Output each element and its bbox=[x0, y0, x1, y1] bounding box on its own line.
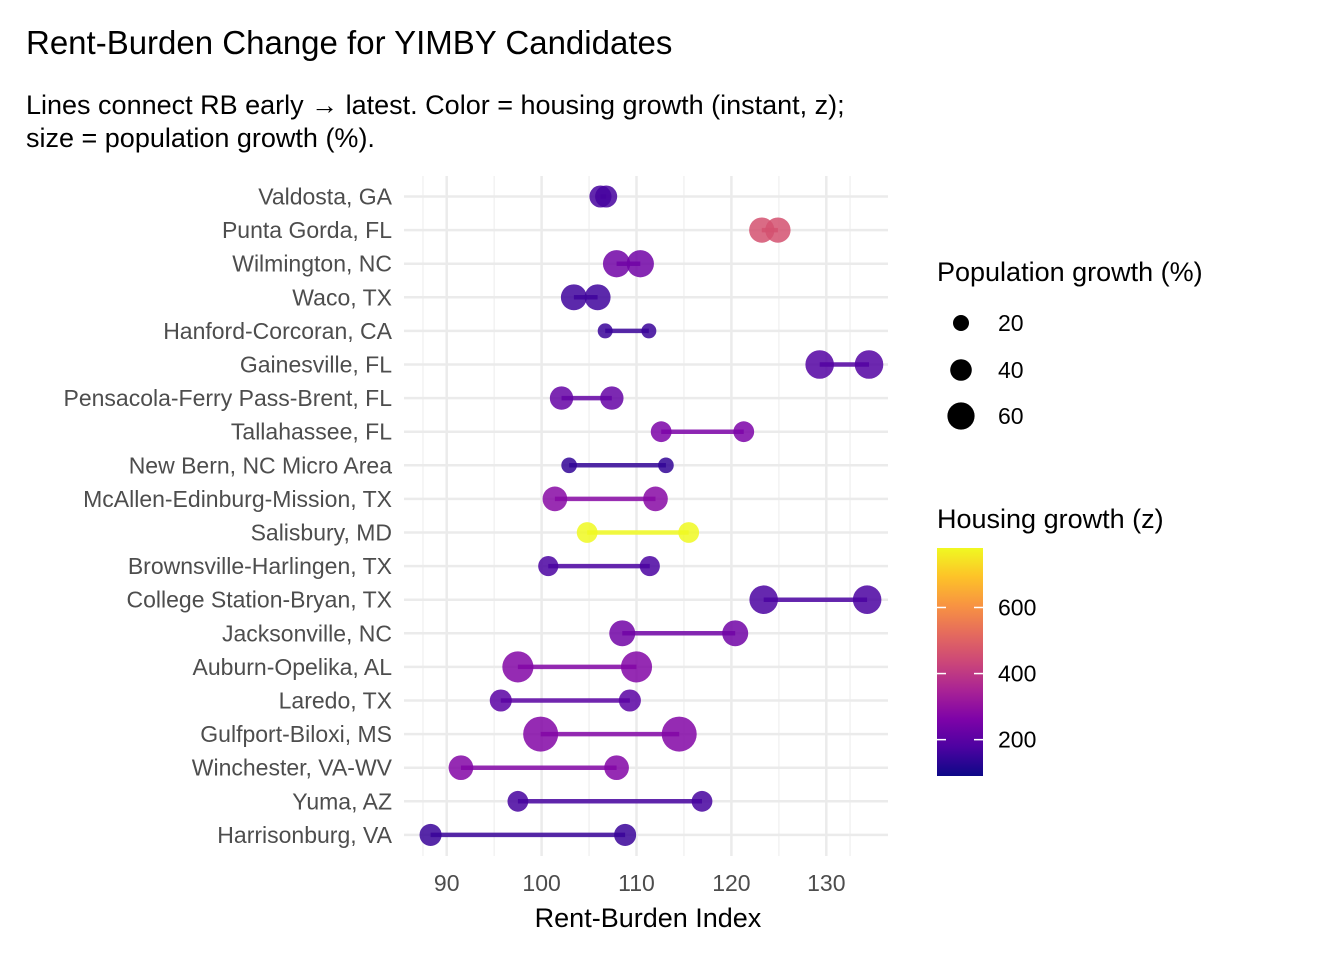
point-latest bbox=[765, 217, 791, 243]
dumbbell-segments bbox=[430, 194, 870, 838]
y-tick-label: Valdosta, GA bbox=[258, 184, 392, 210]
point-early bbox=[561, 457, 577, 474]
x-tick-label: 130 bbox=[807, 870, 845, 896]
point-latest bbox=[641, 323, 657, 339]
point-latest bbox=[639, 556, 660, 577]
point-early bbox=[523, 716, 559, 752]
x-tick-label: 120 bbox=[712, 870, 750, 896]
point-early bbox=[542, 486, 568, 512]
y-axis: Valdosta, GA Punta Gorda, FL Wilmington, N… bbox=[63, 184, 392, 848]
y-tick-label: Waco, TX bbox=[292, 284, 392, 310]
point-latest bbox=[604, 755, 629, 781]
grid-major bbox=[404, 176, 888, 856]
size-legend-label: 60 bbox=[998, 403, 1024, 429]
point-latest bbox=[658, 457, 674, 474]
color-legend-label: 600 bbox=[998, 594, 1036, 620]
y-tick-label: College Station-Bryan, TX bbox=[127, 587, 393, 613]
point-early bbox=[609, 620, 636, 647]
y-tick-label: Gulfport-Biloxi, MS bbox=[200, 721, 392, 747]
point-latest bbox=[620, 651, 653, 683]
point-latest bbox=[691, 790, 713, 812]
y-tick-label: Jacksonville, NC bbox=[222, 620, 392, 646]
point-latest bbox=[852, 585, 882, 614]
size-legend-key bbox=[947, 402, 975, 430]
size-legend-key bbox=[950, 359, 972, 381]
color-legend: Housing growth (z) 200 400 600 bbox=[937, 504, 1164, 776]
point-early bbox=[538, 556, 559, 577]
chart-subtitle-line-1: Lines connect RB early → latest. Color =… bbox=[26, 90, 845, 120]
size-legend-keys: 20 40 60 bbox=[947, 310, 1024, 430]
point-early bbox=[749, 585, 778, 614]
point-early bbox=[549, 386, 574, 410]
point-early bbox=[597, 323, 613, 339]
point-latest bbox=[626, 250, 654, 278]
point-latest bbox=[661, 716, 697, 752]
y-tick-label: New Bern, NC Micro Area bbox=[129, 452, 393, 478]
point-latest bbox=[678, 522, 700, 543]
size-legend-label: 40 bbox=[998, 357, 1024, 383]
point-latest bbox=[595, 185, 618, 208]
point-latest bbox=[614, 823, 637, 846]
point-early bbox=[507, 790, 529, 812]
color-legend-label: 400 bbox=[998, 661, 1036, 687]
y-tick-label: Pensacola-Ferry Pass-Brent, FL bbox=[63, 385, 392, 411]
size-legend-title: Population growth (%) bbox=[937, 257, 1203, 287]
dumbbell-points bbox=[419, 185, 884, 846]
color-legend-title: Housing growth (z) bbox=[937, 504, 1164, 534]
y-tick-label: Harrisonburg, VA bbox=[217, 822, 392, 848]
y-tick-label: Punta Gorda, FL bbox=[222, 217, 392, 243]
y-tick-label: Tallahassee, FL bbox=[231, 419, 392, 445]
color-legend-label: 200 bbox=[998, 727, 1036, 753]
point-early bbox=[489, 689, 512, 712]
x-axis-title: Rent-Burden Index bbox=[535, 903, 762, 933]
point-latest bbox=[722, 620, 749, 647]
y-tick-label: Auburn-Opelika, AL bbox=[193, 654, 393, 680]
point-early bbox=[560, 284, 587, 311]
y-tick-label: Gainesville, FL bbox=[240, 352, 392, 378]
point-latest bbox=[733, 421, 755, 443]
point-latest bbox=[584, 284, 611, 311]
y-tick-label: Laredo, TX bbox=[279, 688, 392, 714]
point-early bbox=[502, 651, 534, 683]
size-legend-key bbox=[953, 315, 969, 331]
x-tick-label: 100 bbox=[522, 870, 560, 896]
size-legend: Population growth (%) 20 40 60 bbox=[937, 257, 1203, 430]
point-early bbox=[448, 755, 474, 781]
size-legend-label: 20 bbox=[998, 310, 1024, 336]
y-tick-label: Winchester, VA-WV bbox=[192, 755, 393, 781]
point-latest bbox=[600, 386, 624, 410]
point-early bbox=[602, 250, 631, 278]
point-early bbox=[419, 823, 442, 846]
point-early bbox=[650, 421, 672, 443]
color-legend-bar bbox=[937, 548, 983, 776]
chart-subtitle-line-2: size = population growth (%). bbox=[26, 123, 375, 153]
point-early bbox=[805, 350, 834, 379]
plot-panel bbox=[404, 176, 888, 856]
x-tick-label: 110 bbox=[618, 870, 655, 896]
point-latest bbox=[643, 486, 668, 512]
point-early bbox=[576, 522, 598, 543]
color-legend-ticks: 200 400 600 bbox=[937, 594, 1036, 753]
y-tick-label: Yuma, AZ bbox=[292, 788, 392, 814]
y-tick-label: McAllen-Edinburg-Mission, TX bbox=[83, 486, 392, 512]
y-tick-label: Salisbury, MD bbox=[251, 520, 392, 546]
y-tick-label: Brownsville-Harlingen, TX bbox=[128, 553, 392, 579]
point-latest bbox=[618, 689, 641, 712]
y-tick-label: Hanford-Corcoran, CA bbox=[163, 318, 392, 344]
x-tick-label: 90 bbox=[434, 870, 460, 896]
x-axis: 90 100 110 120 130 bbox=[434, 870, 846, 896]
chart-title: Rent-Burden Change for YIMBY Candidates bbox=[26, 24, 672, 61]
y-tick-label: Wilmington, NC bbox=[232, 251, 392, 277]
point-latest bbox=[854, 350, 884, 379]
